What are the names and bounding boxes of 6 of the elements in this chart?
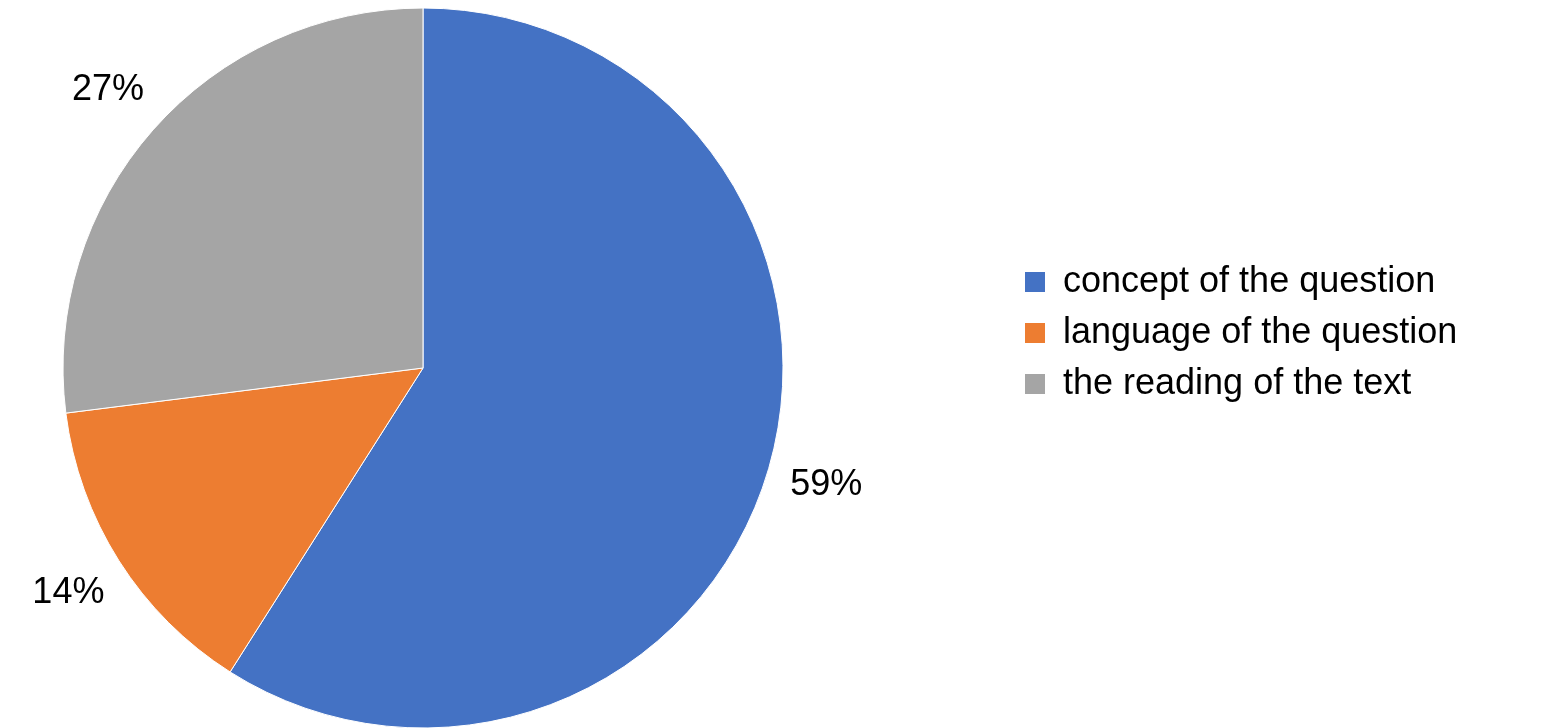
data-label: 27% — [71, 66, 144, 108]
data-label: 59% — [790, 461, 863, 503]
data-label: 14% — [32, 569, 105, 611]
legend-label: the reading of the text — [1063, 360, 1412, 402]
legend-label: concept of the question — [1063, 258, 1436, 300]
legend-label: language of the question — [1063, 309, 1458, 351]
